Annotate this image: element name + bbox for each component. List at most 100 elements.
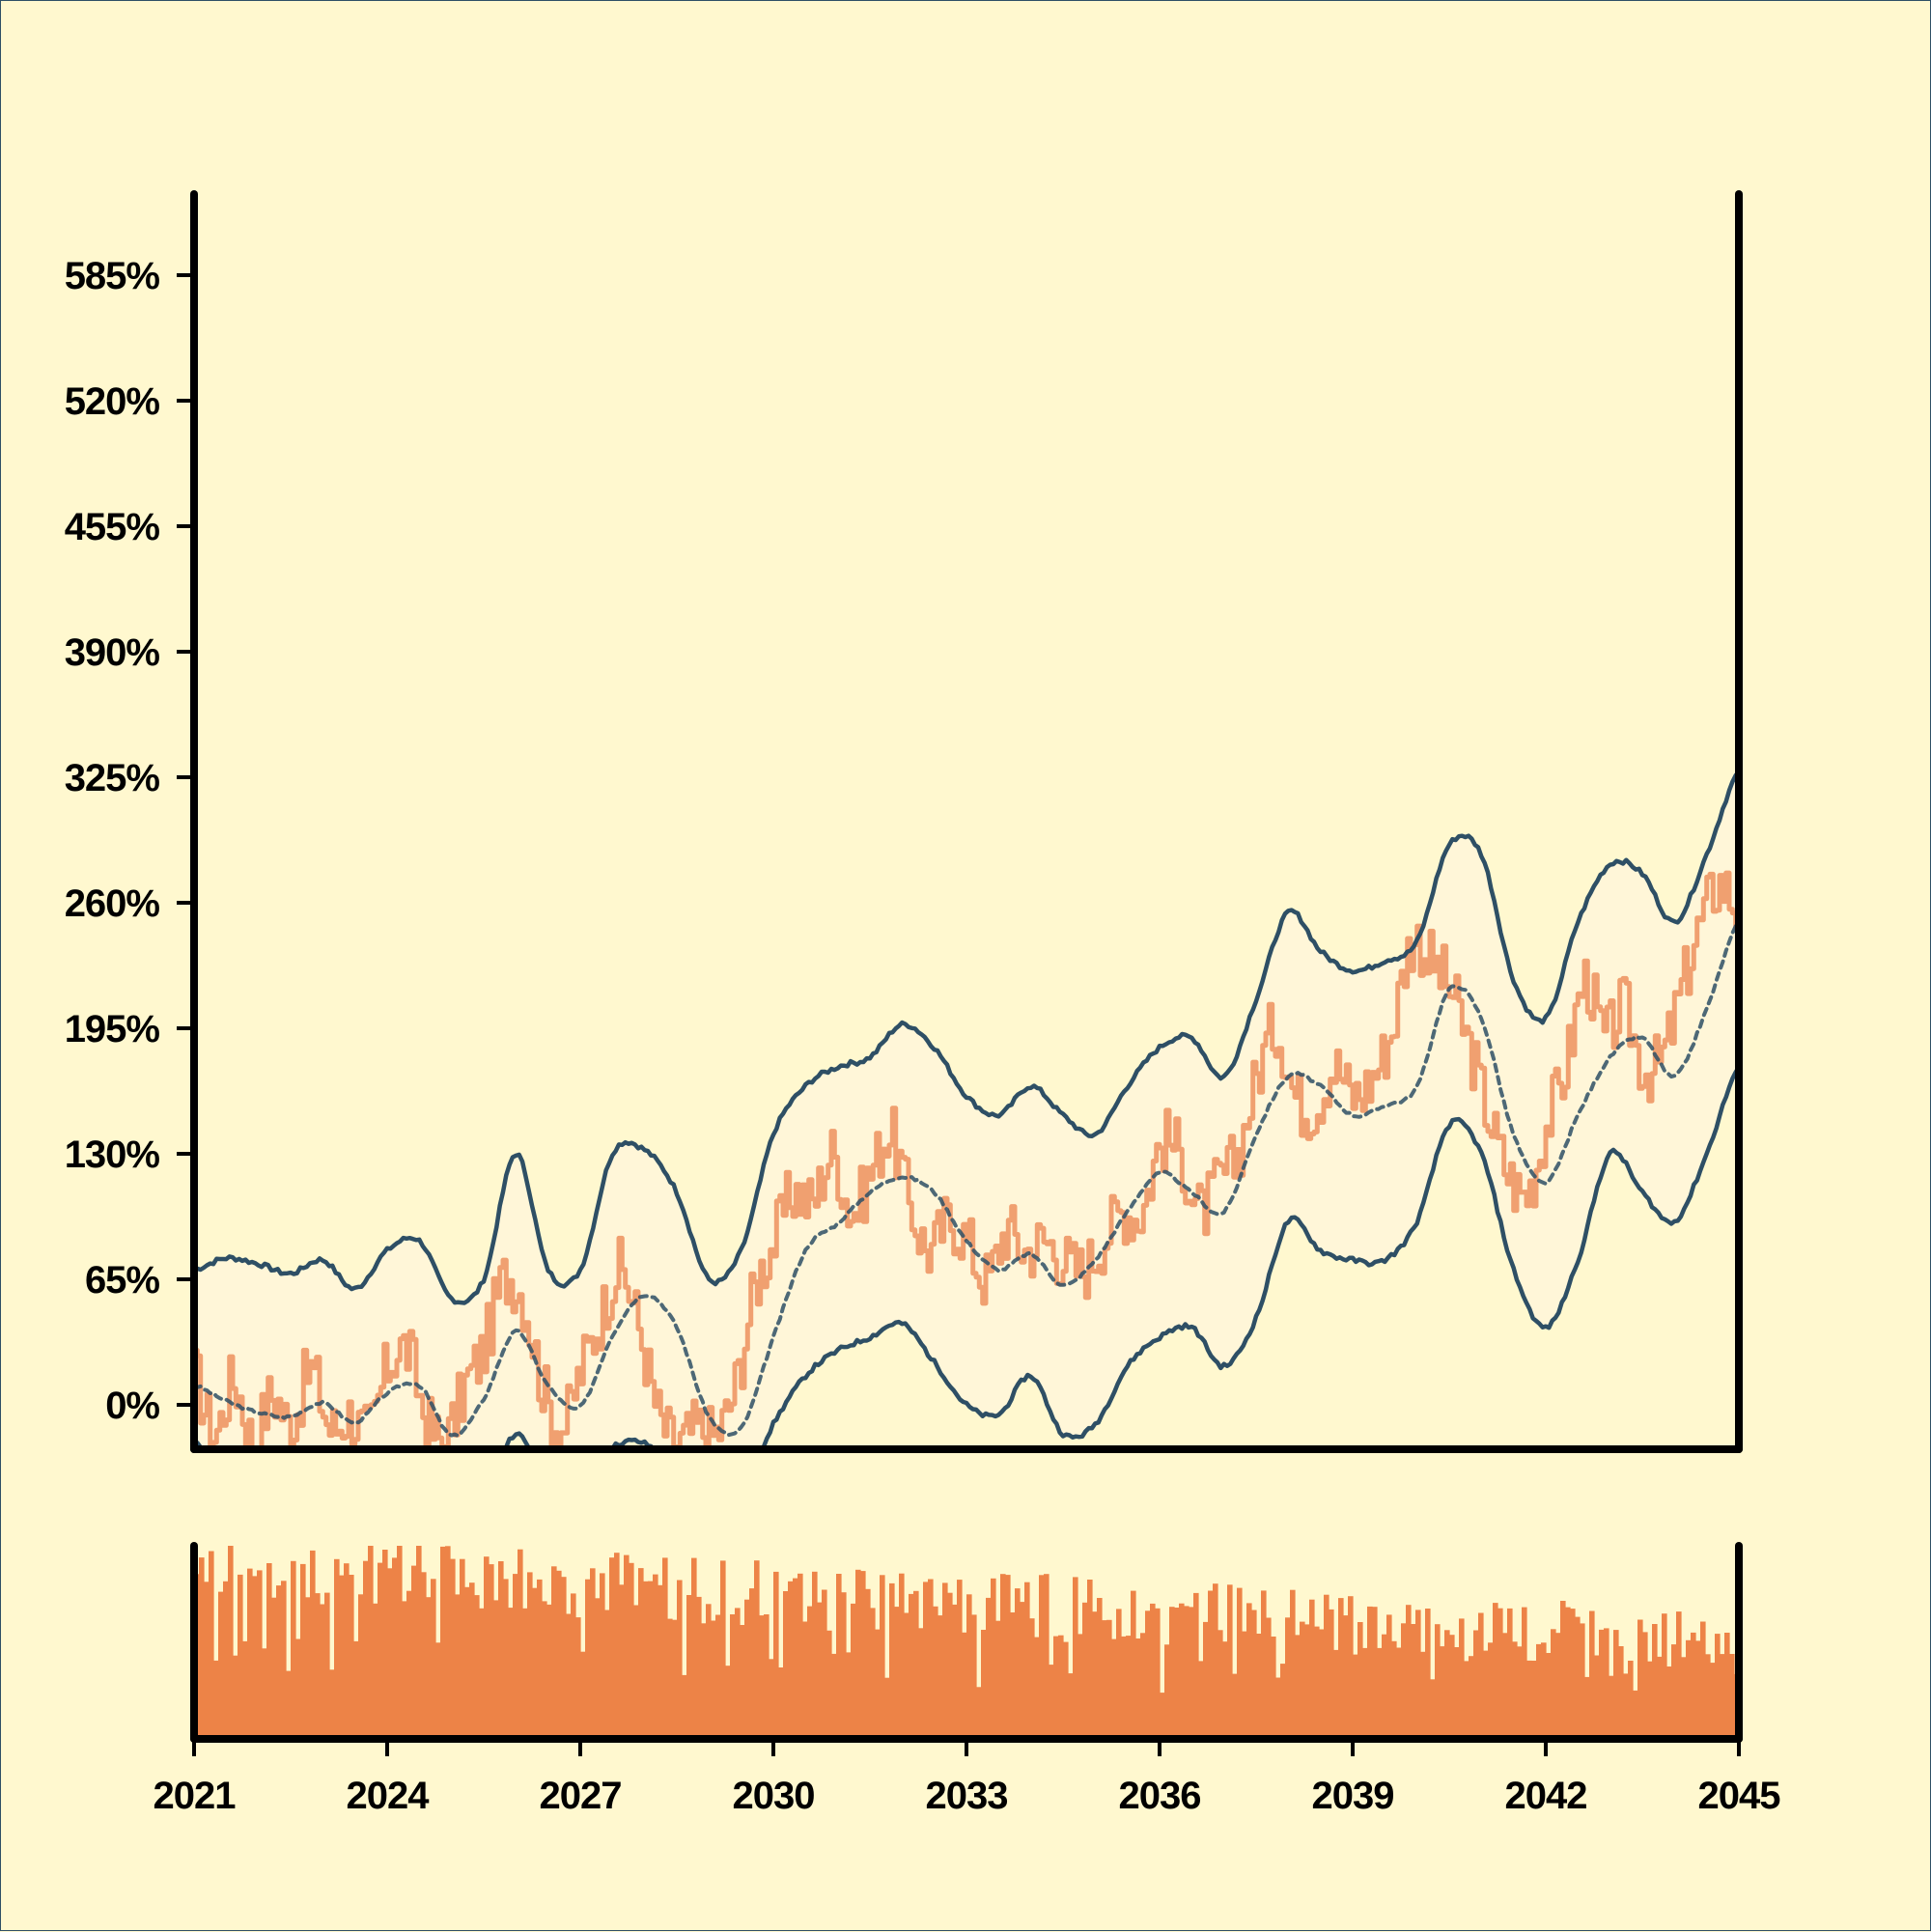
- volume-bar: [904, 1612, 910, 1739]
- volume-bar: [1362, 1647, 1368, 1739]
- volume-bar: [764, 1614, 770, 1739]
- volume-bar: [957, 1580, 963, 1739]
- volume-bar: [1053, 1636, 1059, 1739]
- volume-bar: [624, 1554, 630, 1739]
- volume-bar: [1044, 1574, 1049, 1739]
- volume-bar: [1628, 1661, 1634, 1739]
- volume-bar: [392, 1557, 398, 1739]
- volume-bar: [1184, 1606, 1189, 1739]
- volume-bar: [1449, 1635, 1455, 1739]
- x-tick-label: 2030: [733, 1775, 815, 1817]
- volume-bar: [643, 1581, 649, 1739]
- volume-bar: [402, 1601, 407, 1739]
- volume-bar: [411, 1565, 417, 1739]
- volume-bar: [320, 1604, 325, 1739]
- volume-bar: [1483, 1650, 1489, 1739]
- volume-bar: [846, 1652, 852, 1739]
- volume-bar: [860, 1571, 866, 1739]
- volume-bar: [966, 1594, 972, 1739]
- volume-bar: [1700, 1621, 1706, 1739]
- volume-bar: [1092, 1611, 1098, 1739]
- volume-bar: [1049, 1665, 1054, 1739]
- volume-bar: [1290, 1589, 1296, 1739]
- volume-bar: [1131, 1590, 1136, 1739]
- volume-bar: [300, 1563, 306, 1739]
- volume-bar: [894, 1607, 900, 1739]
- volume-bar: [841, 1592, 847, 1739]
- volume-bar: [1024, 1582, 1030, 1739]
- volume-bar: [363, 1560, 369, 1739]
- volume-bar: [1160, 1693, 1165, 1739]
- volume-bar: [1695, 1640, 1701, 1739]
- volume-bar: [1198, 1661, 1204, 1739]
- volume-bar: [1121, 1636, 1127, 1739]
- volume-bar: [1261, 1590, 1267, 1739]
- volume-bar: [889, 1582, 895, 1739]
- volume-bar: [1020, 1602, 1025, 1739]
- volume-bar: [1150, 1603, 1156, 1739]
- y-tick-label: 0%: [105, 1385, 159, 1427]
- volume-bar: [1329, 1609, 1334, 1739]
- volume-bar: [590, 1568, 596, 1739]
- volume-bar: [1164, 1644, 1170, 1739]
- volume-bar: [851, 1603, 856, 1739]
- volume-bar: [826, 1630, 832, 1739]
- volume-bar: [1551, 1629, 1556, 1739]
- volume-bar: [614, 1553, 620, 1739]
- volume-bar: [378, 1562, 383, 1739]
- volume-bar: [445, 1546, 451, 1739]
- volume-bar: [899, 1573, 905, 1739]
- volume-bar: [1029, 1618, 1035, 1739]
- lower-band-line: [194, 1064, 1739, 1449]
- volume-bar: [233, 1655, 238, 1739]
- volume-bar: [460, 1558, 465, 1739]
- volume-bar: [1555, 1633, 1561, 1739]
- volume-bar: [242, 1640, 248, 1739]
- volume-bar: [995, 1620, 1001, 1739]
- volume-bar: [1087, 1580, 1093, 1739]
- volume-bar: [1411, 1624, 1416, 1739]
- x-tick-label: 2033: [926, 1775, 1008, 1817]
- upper-band-line: [194, 769, 1739, 1305]
- volume-bar: [1126, 1636, 1132, 1739]
- volume-bar: [672, 1619, 678, 1739]
- volume-bar: [1189, 1607, 1194, 1739]
- volume-panel: [194, 1546, 1740, 1739]
- volume-bar: [981, 1630, 987, 1739]
- volume-bar: [1348, 1596, 1354, 1739]
- volume-bar: [1589, 1610, 1595, 1739]
- volume-bar: [358, 1594, 364, 1739]
- volume-bar: [947, 1592, 953, 1739]
- volume-bar: [262, 1648, 267, 1739]
- y-tick-label: 195%: [65, 1008, 160, 1050]
- volume-bar: [474, 1595, 480, 1739]
- axes: 0% 65% 130% 195% 260% 325% 390% 455% 520% 585% 202…: [65, 190, 1781, 1817]
- volume-bar: [1391, 1640, 1397, 1739]
- volume-bar: [397, 1546, 403, 1739]
- volume-bar: [1435, 1624, 1441, 1739]
- volume-bar: [1271, 1637, 1276, 1739]
- volume-bar: [1560, 1601, 1566, 1739]
- volume-bar: [1406, 1605, 1412, 1739]
- volume-bar: [349, 1575, 354, 1739]
- volume-bar: [1488, 1642, 1494, 1739]
- volume-bar: [802, 1621, 808, 1739]
- volume-bar: [1691, 1632, 1696, 1739]
- volume-bar: [286, 1670, 292, 1739]
- volume-bar: [266, 1563, 272, 1739]
- volume-bar: [1309, 1599, 1315, 1739]
- volume-bar: [484, 1556, 490, 1739]
- volume-bar: [1464, 1661, 1469, 1739]
- volume-bar: [1517, 1646, 1523, 1739]
- volume-bar: [1174, 1608, 1180, 1739]
- volume-bar: [653, 1574, 658, 1739]
- volume-bar: [1662, 1613, 1667, 1739]
- x-tick-label: 2021: [154, 1775, 237, 1817]
- volume-bar: [1106, 1619, 1112, 1739]
- volume-bar: [831, 1653, 837, 1739]
- volume-bar: [440, 1546, 446, 1739]
- volume-bar: [1604, 1628, 1609, 1739]
- volume-bar: [1222, 1641, 1228, 1739]
- volume-bar: [749, 1588, 755, 1739]
- volume-bar: [773, 1571, 779, 1739]
